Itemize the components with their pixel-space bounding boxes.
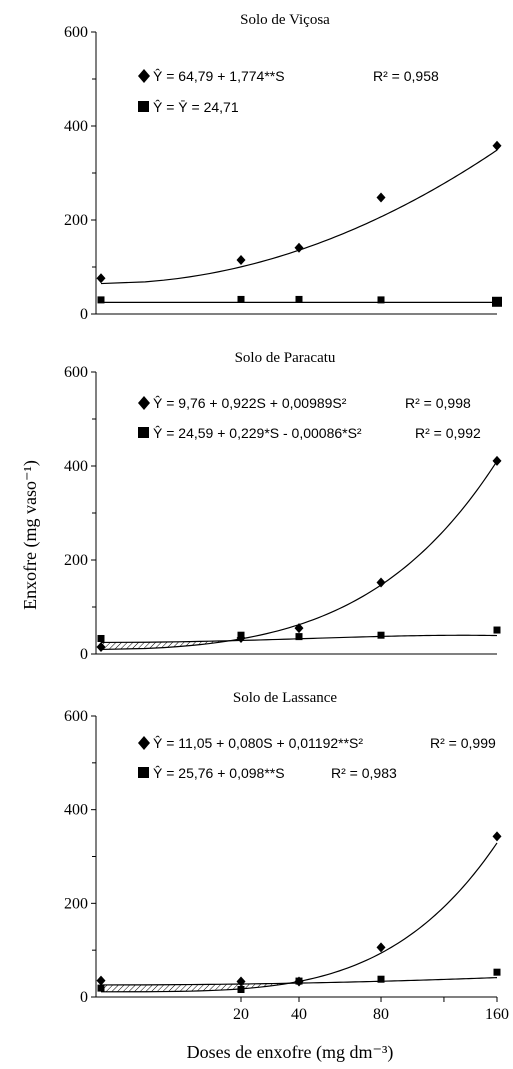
hatched-region [101,640,229,650]
y-tick-label: 0 [80,646,88,663]
data-point-square [377,975,385,983]
data-point-square [493,968,501,976]
panel-title: Solo de Viçosa [240,12,330,28]
data-point-square [377,631,385,639]
legend-r2-square: R² = 0,992 [415,425,481,441]
data-point-diamond [294,623,304,634]
panel-paracatu: Solo de Paracatu Ŷ = 9,76 + 0,922S + 0,0… [64,350,502,663]
y-tick-label: 400 [64,118,88,135]
data-point-square [97,634,105,642]
panel-vicosa: Solo de Viçosa Ŷ = 64,79 + 1,774**S R² =… [64,12,502,323]
y-tick-label: 600 [64,364,88,381]
x-tick-label: 80 [373,1006,389,1023]
data-point-square [237,295,245,303]
legend-r2-diamond: R² = 0,958 [373,68,439,84]
data-point-diamond [236,254,246,265]
y-tick-label: 200 [64,895,88,912]
legend-lassance: Ŷ = 11,05 + 0,080S + 0,01192**S² R² = 0,… [138,735,496,781]
legend-square-marker [138,101,149,112]
data-point-diamond [376,577,386,588]
y-tick-label: 400 [64,458,88,475]
legend-equation-square: Ŷ = 24,59 + 0,229*S - 0,00086*S² [153,425,362,441]
data-point-diamond [96,641,106,652]
legend-r2-square: R² = 0,983 [331,765,397,781]
x-tick-label: 20 [233,1006,249,1023]
legend-paracatu: Ŷ = 9,76 + 0,922S + 0,00989S² R² = 0,998… [138,395,481,441]
y-axis-label: Enxofre (mg vaso⁻¹) [20,460,41,610]
panel-title: Solo de Paracatu [235,350,336,366]
data-point-diamond [96,975,106,986]
legend-equation-diamond: Ŷ = 9,76 + 0,922S + 0,00989S² [153,395,347,411]
data-point-diamond [492,140,502,151]
legend-equation-square: Ŷ = 25,76 + 0,098**S [153,765,285,781]
data-point-square [237,986,245,994]
legend-r2-diamond: R² = 0,999 [430,735,496,751]
y-tick-label: 0 [80,989,88,1006]
data-point-square [295,295,303,303]
legend-square-marker [138,427,149,438]
data-point-square [295,977,303,985]
fit-line-diamond [100,460,498,651]
panel-lassance: Solo de Lassance Ŷ = 11,05 + 0,080S + 0,… [64,690,509,1023]
x-tick-label: 160 [485,1006,509,1023]
data-point-square [377,296,385,304]
data-point-square [97,984,105,992]
data-point-square [237,631,245,639]
y-tick-label: 200 [64,552,88,569]
y-tick-label: 600 [64,24,88,41]
data-point-diamond [376,942,386,953]
legend-equation-diamond: Ŷ = 64,79 + 1,774**S [153,68,285,84]
y-tick-label: 200 [64,212,88,229]
data-point-square [97,296,105,304]
legend-r2-diamond: R² = 0,998 [405,395,471,411]
legend-equation-diamond: Ŷ = 11,05 + 0,080S + 0,01192**S² [153,735,363,751]
y-tick-label: 600 [64,708,88,725]
data-point-diamond [492,455,502,466]
x-axis-label: Doses de enxofre (mg dm⁻³) [187,1042,394,1063]
data-point-square [295,633,303,641]
legend-vicosa: Ŷ = 64,79 + 1,774**S R² = 0,958 Ŷ = Ȳ = … [138,68,439,115]
data-point-square [493,626,501,634]
legend-equation-square: Ŷ = Ȳ = 24,71 [153,99,239,115]
legend-diamond-marker [138,69,150,83]
data-point-diamond [96,273,106,284]
legend-diamond-marker [138,736,150,750]
x-tick-label: 40 [291,1006,307,1023]
data-point-square [492,296,502,307]
y-tick-label: 400 [64,802,88,819]
fit-line-diamond [100,149,498,285]
data-point-diamond [492,831,502,842]
y-tick-label: 0 [80,306,88,323]
data-point-diamond [294,242,304,253]
data-point-diamond [376,192,386,203]
legend-diamond-marker [138,396,150,410]
fit-line-diamond [100,842,498,993]
legend-square-marker [138,767,149,778]
panel-title: Solo de Lassance [233,690,337,706]
